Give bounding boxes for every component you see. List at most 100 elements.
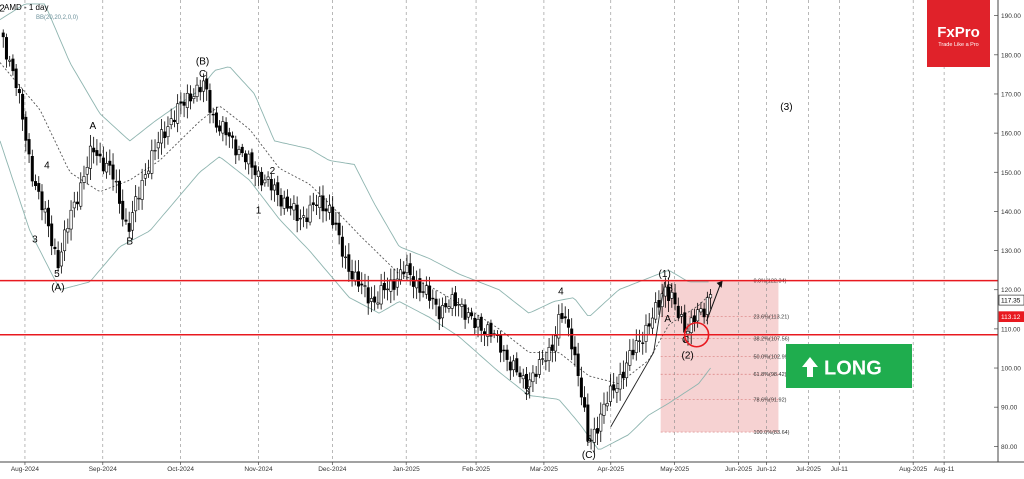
- candle-body: [198, 87, 202, 93]
- indicator-label: BB(20,20,2,0,0): [36, 15, 78, 21]
- x-tick-label: Apr-2025: [597, 466, 624, 473]
- candle-body: [560, 313, 564, 319]
- candle-body: [386, 288, 390, 291]
- key-levels: [0, 279, 998, 336]
- wave-label: (1): [659, 269, 671, 280]
- candle-body: [37, 183, 41, 192]
- candle-body: [453, 292, 457, 307]
- candle-body: [176, 103, 180, 124]
- candle-body: [85, 167, 89, 175]
- candle-body: [134, 196, 138, 212]
- price-label-text: 113.12: [1001, 314, 1021, 321]
- candle-body: [440, 305, 444, 319]
- fib-level-label: 23.6%(113.21): [753, 314, 789, 320]
- candle-body: [101, 157, 105, 172]
- candle-body: [363, 285, 367, 287]
- candle-body: [705, 297, 709, 315]
- wave-label: C: [199, 69, 206, 80]
- candle-body: [676, 305, 680, 318]
- candle-body: [92, 147, 96, 153]
- candle-body: [663, 286, 667, 297]
- candle-body: [234, 139, 238, 156]
- candle-body: [505, 349, 509, 360]
- candle-body: [650, 317, 654, 329]
- candle-body: [631, 349, 635, 356]
- candle-body: [27, 139, 31, 155]
- candle-body: [340, 236, 344, 257]
- candle-body: [418, 278, 422, 293]
- candle-body: [250, 152, 254, 168]
- middle-band-line: [0, 62, 711, 385]
- annotations: [610, 280, 723, 427]
- chart-title: AMD - 1 day: [4, 3, 48, 12]
- candle-body: [550, 344, 554, 351]
- x-tick-label: Aug-2024: [11, 466, 40, 473]
- candle-body: [434, 298, 438, 305]
- candle-body: [557, 314, 561, 339]
- candle-body: [608, 385, 612, 402]
- candle-body: [321, 195, 325, 212]
- candle-body: [11, 58, 15, 72]
- fxpro-logo: FxPro Trade Like a Pro: [927, 0, 990, 67]
- fib-level-label: 100.0%(83.64): [753, 430, 789, 436]
- wave-label: (3): [780, 102, 792, 113]
- candle-body: [185, 92, 189, 108]
- x-tick-label: Jul-2025: [796, 466, 821, 473]
- y-tick-label: 180.00: [1001, 52, 1021, 59]
- candle-body: [634, 340, 638, 353]
- candle-body: [324, 208, 328, 212]
- candle-body: [231, 135, 235, 138]
- candle-body: [680, 314, 684, 317]
- candle-body: [331, 206, 335, 226]
- candle-body: [447, 306, 451, 309]
- support-circle: [683, 321, 710, 348]
- candle-body: [53, 246, 57, 249]
- candle-body: [34, 181, 38, 187]
- upper-band-line: [0, 3, 709, 317]
- last-price-label: [998, 311, 1024, 323]
- candle-body: [40, 191, 44, 211]
- candle-body: [644, 324, 648, 342]
- y-tick-label: 150.00: [1001, 170, 1021, 177]
- candle-body: [182, 101, 186, 106]
- candle-body: [402, 271, 406, 275]
- candle-body: [583, 397, 587, 408]
- candle-body: [147, 170, 151, 175]
- candle-body: [166, 126, 170, 138]
- candle-body: [124, 219, 128, 222]
- wave-label: 2: [0, 4, 5, 15]
- candle-body: [531, 372, 535, 383]
- candle-body: [596, 428, 600, 434]
- candle-body: [72, 201, 76, 209]
- candle-body: [127, 223, 131, 232]
- bollinger-bands: [0, 3, 711, 450]
- candle-body: [285, 196, 289, 209]
- candle-body: [357, 271, 361, 287]
- fib-level-label: 61.8%(98.42): [753, 372, 786, 378]
- up-arrow-icon: [802, 357, 818, 377]
- candle-body: [46, 207, 50, 227]
- candle-body: [621, 371, 625, 379]
- candle-body: [466, 312, 470, 318]
- wave-label: 4: [44, 160, 50, 171]
- candle-body: [111, 164, 115, 180]
- candle-body: [50, 223, 54, 247]
- candle-body: [172, 119, 176, 123]
- candle-body: [344, 256, 348, 259]
- candle-body: [399, 269, 403, 281]
- candle-body: [137, 197, 141, 200]
- fib-level-label: 0.0%(122.34): [753, 279, 786, 285]
- candle-body: [570, 328, 574, 350]
- candle-body: [431, 297, 435, 300]
- x-tick-label: Oct-2024: [167, 466, 194, 473]
- wave-label: 3: [32, 235, 38, 246]
- candle-body: [56, 250, 60, 269]
- candle-body: [279, 195, 283, 207]
- wave-label: B: [666, 284, 673, 295]
- candle-body: [4, 37, 8, 60]
- candle-body: [8, 59, 12, 62]
- candle-body: [424, 285, 428, 295]
- candle-body: [17, 89, 21, 94]
- candle-body: [366, 287, 370, 304]
- wave-label: 1: [256, 205, 262, 216]
